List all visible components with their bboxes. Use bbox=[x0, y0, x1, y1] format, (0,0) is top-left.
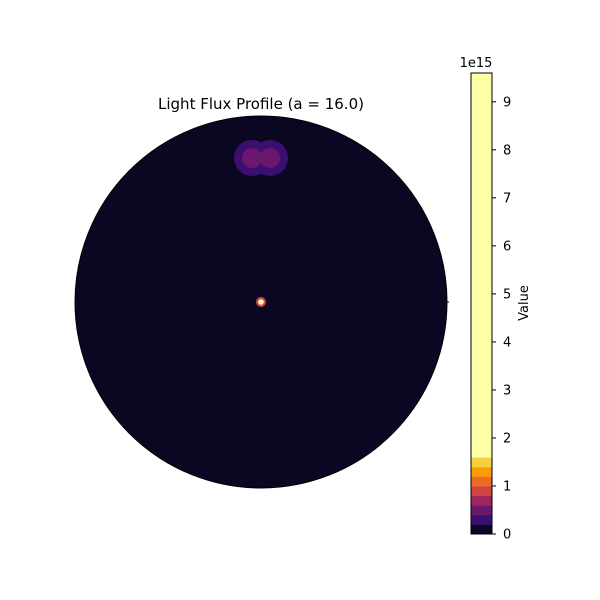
colorbar-tick-label: 8 bbox=[503, 143, 511, 158]
colorbar-level-6 bbox=[471, 466, 492, 477]
colorbar-levels bbox=[471, 73, 492, 535]
emission-lobes bbox=[234, 140, 288, 176]
colorbar: 0 1 2 3 4 5 6 7 8 9 1e15 Value bbox=[460, 56, 532, 543]
colorbar-tick-label: 3 bbox=[503, 383, 511, 398]
polar-plot bbox=[74, 115, 449, 489]
colorbar-tick-label: 4 bbox=[503, 335, 511, 350]
colorbar-tick-label: 0 bbox=[503, 528, 511, 543]
colorbar-level-5 bbox=[471, 476, 492, 487]
colorbar-tick-label: 2 bbox=[503, 431, 511, 446]
colorbar-level-0 bbox=[471, 524, 492, 535]
central-source bbox=[256, 297, 266, 307]
colorbar-frame bbox=[470, 72, 493, 535]
colorbar-tick-label: 6 bbox=[503, 239, 511, 254]
central-source-core bbox=[258, 299, 264, 305]
colorbar-level-2 bbox=[471, 505, 492, 516]
lobe-inner-1 bbox=[242, 148, 262, 168]
colorbar-level-8 bbox=[471, 73, 492, 458]
lobe-inner-2 bbox=[260, 148, 280, 168]
chart-title: Light Flux Profile (a = 16.0) bbox=[158, 95, 364, 113]
colorbar-ticks: 0 1 2 3 4 5 6 7 8 9 bbox=[492, 95, 511, 543]
colorbar-level-1 bbox=[471, 514, 492, 525]
colorbar-level-7 bbox=[471, 457, 492, 468]
colorbar-tick-label: 5 bbox=[503, 287, 511, 302]
colorbar-level-3 bbox=[471, 495, 492, 506]
colorbar-level-4 bbox=[471, 485, 492, 497]
colorbar-tick-label: 9 bbox=[503, 95, 511, 110]
colorbar-tick-label: 7 bbox=[503, 191, 511, 206]
colorbar-label: Value bbox=[517, 285, 532, 321]
colorbar-tick-label: 1 bbox=[503, 479, 511, 494]
colorbar-exponent: 1e15 bbox=[460, 56, 493, 71]
